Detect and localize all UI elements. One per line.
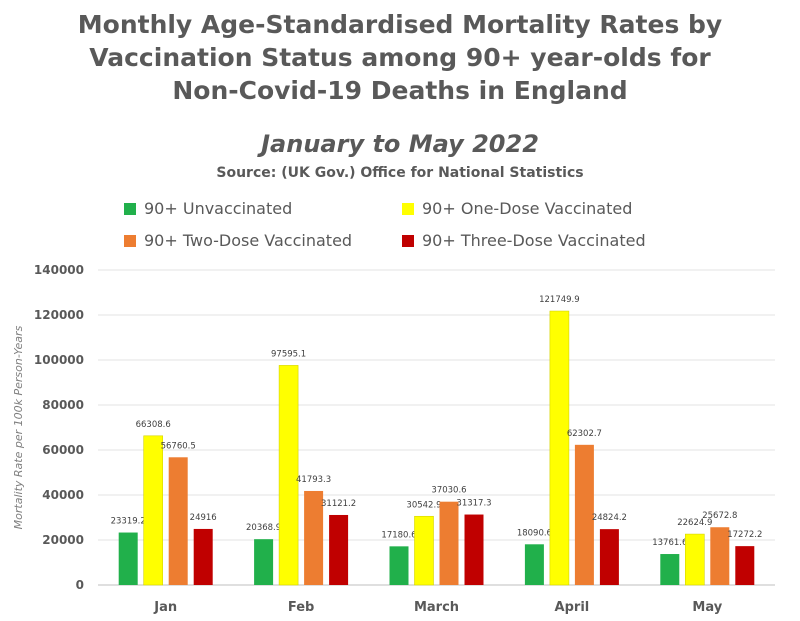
bar	[278, 365, 299, 586]
bar	[660, 554, 680, 585]
y-tick-label: 0	[76, 578, 84, 592]
legend-swatch	[402, 202, 414, 215]
bar	[168, 457, 188, 585]
bar	[254, 539, 274, 585]
y-tick-label: 120000	[34, 308, 84, 322]
bar	[118, 532, 138, 585]
bar	[574, 444, 594, 585]
data-label: 24824.2	[592, 513, 627, 523]
data-label: 22624.9	[677, 518, 712, 528]
data-label: 66308.6	[136, 420, 171, 430]
chart-title-line: Monthly Age-Standardised Mortality Rates…	[77, 10, 723, 39]
data-label: 13761.6	[652, 538, 687, 548]
data-label: 17272.2	[727, 530, 762, 540]
data-label: 31121.2	[321, 499, 356, 509]
bar	[414, 515, 434, 586]
y-axis-label: Mortality Rate per 100k Person-Years	[12, 325, 25, 529]
bar	[193, 528, 213, 585]
y-tick-label: 60000	[42, 443, 84, 457]
data-label: 37030.6	[431, 486, 466, 496]
chart-title: Monthly Age-Standardised Mortality Rates…	[0, 8, 800, 107]
x-tick-label: Jan	[153, 600, 177, 615]
y-tick-label: 20000	[42, 533, 84, 547]
chart-title-line: Vaccination Status among 90+ year-olds f…	[89, 43, 711, 72]
x-tick-label: Feb	[288, 600, 314, 615]
legend-swatch	[402, 234, 414, 247]
bar	[735, 546, 755, 585]
bar	[549, 310, 570, 586]
bar	[439, 501, 459, 585]
legend-item-unvaccinated: 90+ Unvaccinated	[124, 198, 292, 218]
data-label: 97595.1	[271, 349, 306, 359]
y-tick-label: 80000	[42, 398, 84, 412]
chart-plot: 0 20000 40000 60000 80000 100000 120000 140000 M…	[12, 263, 775, 615]
data-label: 56760.5	[161, 441, 196, 451]
data-label: 30542.9	[406, 500, 441, 510]
bar	[710, 527, 730, 585]
legend-item-two-dose: 90+ Two-Dose Vaccinated	[124, 230, 352, 250]
bar	[599, 529, 619, 585]
data-label: 25672.8	[702, 511, 737, 521]
data-label: 31317.3	[456, 499, 491, 509]
legend-item-three-dose: 90+ Three-Dose Vaccinated	[402, 230, 646, 250]
data-label: 121749.9	[539, 295, 580, 305]
data-label: 18090.6	[517, 528, 552, 538]
data-label: 20368.9	[246, 523, 281, 533]
bar	[143, 435, 163, 586]
x-tick-label: March	[414, 600, 459, 615]
bar	[329, 514, 349, 585]
y-tick-label: 140000	[34, 263, 84, 277]
legend-label: 90+ Three-Dose Vaccinated	[422, 231, 646, 250]
chart-source: Source: (UK Gov.) Office for National St…	[216, 165, 584, 181]
legend-label: 90+ Two-Dose Vaccinated	[144, 231, 353, 250]
data-label: 62302.7	[567, 429, 602, 439]
legend-swatch	[124, 202, 136, 215]
legend-label: 90+ Unvaccinated	[144, 199, 293, 218]
data-label: 24916	[190, 513, 217, 523]
legend-label: 90+ One-Dose Vaccinated	[422, 199, 633, 218]
bar	[389, 546, 409, 585]
bar	[524, 544, 544, 585]
bar	[464, 514, 484, 585]
x-tick-label: April	[555, 600, 590, 615]
data-label: 17180.6	[381, 530, 416, 540]
chart-subtitle: January to May 2022	[261, 130, 539, 158]
chart-legend: 90+ Unvaccinated 90+ One-Dose Vaccinated…	[0, 198, 800, 258]
bar	[304, 490, 324, 585]
legend-item-one-dose: 90+ One-Dose Vaccinated	[402, 198, 632, 218]
chart-title-line: Non-Covid-19 Deaths in England	[172, 76, 628, 105]
y-tick-label: 40000	[42, 488, 84, 502]
x-tick-label: May	[692, 600, 722, 615]
legend-swatch	[124, 234, 136, 247]
data-label: 23319.2	[111, 517, 146, 527]
y-tick-label: 100000	[34, 353, 84, 367]
data-label: 41793.3	[296, 475, 331, 485]
bar	[684, 533, 705, 586]
